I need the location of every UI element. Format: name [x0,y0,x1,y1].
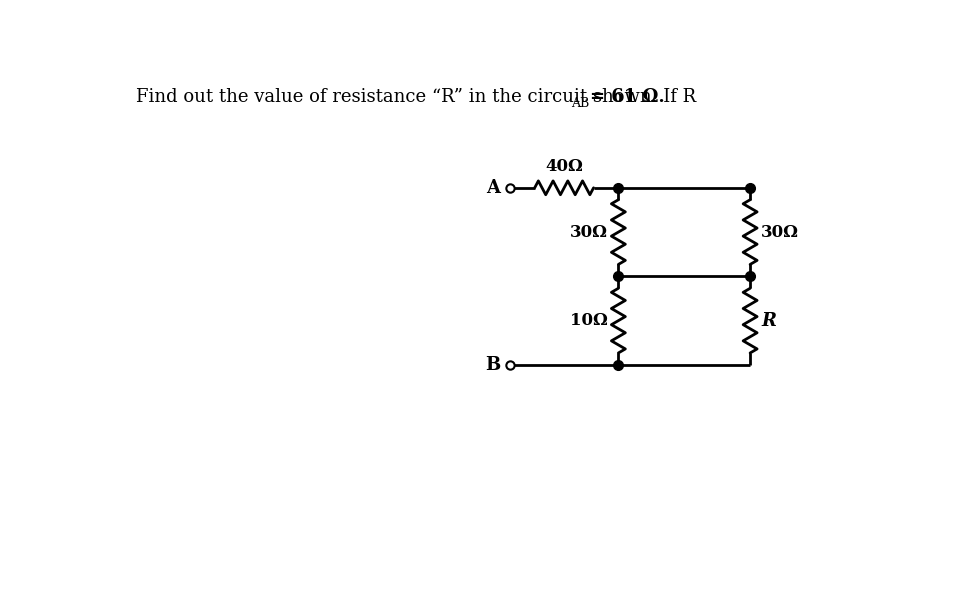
Text: B: B [485,356,500,374]
Text: 30Ω: 30Ω [569,224,607,241]
Text: 40Ω: 40Ω [545,158,583,175]
Text: A: A [486,179,500,197]
Text: Find out the value of resistance “R” in the circuit shown. If R: Find out the value of resistance “R” in … [136,88,695,105]
Text: AB: AB [570,97,589,110]
Text: 30Ω: 30Ω [760,224,798,241]
Text: R: R [760,312,776,329]
Text: 10Ω: 10Ω [569,312,607,329]
Text: = 61 Ω.: = 61 Ω. [590,88,664,105]
